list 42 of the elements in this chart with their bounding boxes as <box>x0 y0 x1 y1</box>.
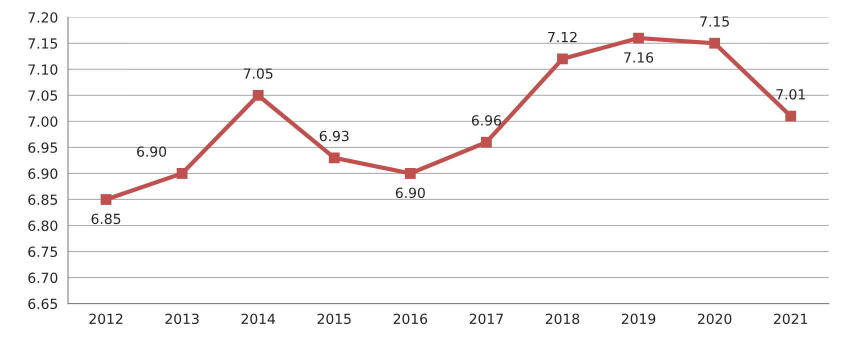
x-tick-label: 2016 <box>394 314 428 324</box>
x-tick-label: 2020 <box>698 314 732 324</box>
y-tick-label: 7.05 <box>28 90 58 101</box>
point <box>100 194 112 205</box>
x-tick-label: 2015 <box>318 314 351 324</box>
point <box>481 136 492 148</box>
point <box>785 110 796 122</box>
x-tick-label: 2012 <box>89 314 122 324</box>
point <box>557 54 568 64</box>
data-label: 7.05 <box>244 68 272 79</box>
data-label: 7.15 <box>700 16 729 27</box>
data-label: 6.90 <box>396 188 425 198</box>
point <box>252 90 264 101</box>
x-tick-label: 2018 <box>546 314 580 324</box>
y-tick-label: 7.00 <box>28 116 58 127</box>
point <box>709 38 720 49</box>
x-tick-label: 2017 <box>470 314 503 324</box>
y-tick-label: 7.10 <box>28 64 58 75</box>
data-label: 6.96 <box>472 115 501 126</box>
data-label: 7.16 <box>624 52 654 63</box>
x-tick-label: 2013 <box>165 314 199 324</box>
x-tick-label: 2019 <box>622 314 656 324</box>
data-label: 6.90 <box>137 146 166 157</box>
y-tick-label: 6.80 <box>28 220 58 231</box>
point <box>633 32 644 44</box>
y-tick-label: 6.70 <box>28 272 58 284</box>
y-tick-label: 7.20 <box>28 12 58 23</box>
x-tick-label: 2021 <box>774 314 808 324</box>
y-tick-label: 6.85 <box>28 194 58 205</box>
y-tick-label: 7.15 <box>28 38 58 49</box>
y-tick-label: 6.95 <box>28 142 58 153</box>
y-tick-label: 6.75 <box>28 246 58 258</box>
x-tick-label: 2014 <box>242 314 276 324</box>
y-tick-label: 6.90 <box>28 168 58 179</box>
y-tick-label: 6.65 <box>28 298 58 310</box>
point <box>176 168 188 179</box>
data-label: 6.85 <box>92 214 120 224</box>
data-label: 7.12 <box>548 32 577 42</box>
data-label: 6.93 <box>320 130 349 142</box>
point <box>404 168 416 179</box>
point <box>328 152 340 164</box>
data-label: 7.01 <box>776 89 805 100</box>
